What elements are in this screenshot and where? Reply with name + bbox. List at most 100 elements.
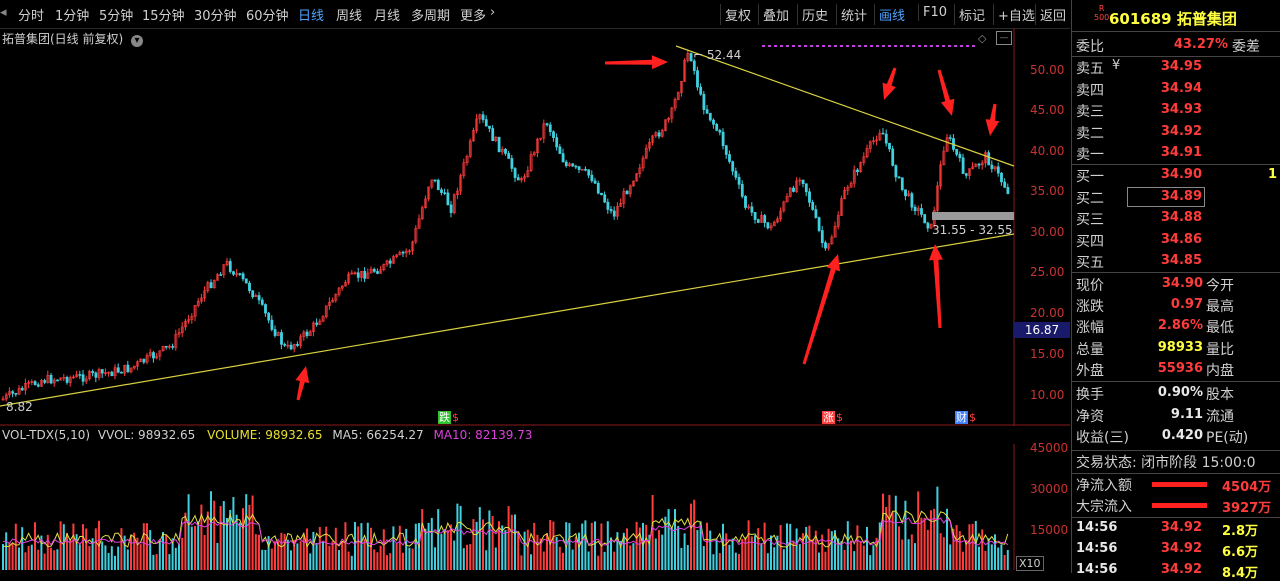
candle-body: [235, 273, 239, 275]
volume-bar: [18, 547, 20, 570]
volume-bar: [123, 535, 126, 570]
period-tab-6[interactable]: 日线: [298, 9, 325, 24]
signal-dash: [822, 45, 825, 47]
volume-bar: [136, 537, 139, 570]
candle-body: [859, 162, 863, 172]
candle-body: [884, 133, 888, 144]
annotation-arrow[interactable]: [928, 244, 943, 329]
ask-price[interactable]: 34.93: [1160, 102, 1202, 117]
toolbar-edge-icon: ◂: [0, 5, 7, 20]
volume-chart[interactable]: [0, 444, 1070, 570]
candle-body: [824, 242, 827, 249]
annotation-arrow[interactable]: [937, 69, 955, 116]
candle-body: [459, 175, 463, 192]
bid-price[interactable]: 34.85: [1160, 253, 1202, 268]
volume-bar: [802, 533, 804, 570]
bid-price[interactable]: 34.90: [1160, 167, 1202, 182]
candle-body: [75, 374, 79, 378]
candle-body: [942, 150, 946, 166]
tool-button-3[interactable]: 统计: [836, 4, 871, 25]
candle-body: [577, 166, 581, 170]
period-tab-9[interactable]: 多周期: [411, 9, 451, 24]
tool-button-4[interactable]: 画线: [874, 4, 909, 25]
volume-bar: [405, 528, 408, 570]
volume-bar: [270, 548, 273, 570]
annotation-arrow[interactable]: [604, 55, 668, 70]
period-tab-3[interactable]: 15分钟: [142, 9, 185, 24]
candle-body: [651, 135, 655, 143]
candle-body: [715, 124, 719, 131]
period-tab-8[interactable]: 月线: [374, 9, 401, 24]
chevron-right-icon[interactable]: ›: [490, 5, 496, 20]
volume-bar: [578, 532, 580, 570]
volume-bar: [891, 511, 894, 570]
ask-price[interactable]: 34.92: [1160, 123, 1202, 139]
window-toggle-icon[interactable]: —: [996, 31, 1012, 45]
period-tab-0[interactable]: 分时: [18, 9, 45, 24]
diamond-icon[interactable]: ◇: [978, 32, 987, 45]
resistance-trendline[interactable]: [675, 45, 1015, 167]
annotation-arrow[interactable]: [802, 254, 840, 365]
ask-price[interactable]: 34.94: [1160, 80, 1202, 96]
period-tab-4[interactable]: 30分钟: [194, 9, 237, 24]
bid-price[interactable]: 34.88: [1160, 210, 1202, 225]
ma10-line: [2, 517, 1009, 546]
period-tab-1[interactable]: 1分钟: [55, 9, 90, 24]
volume-bar: [277, 541, 280, 570]
event-marker[interactable]: 财 $: [955, 411, 976, 424]
range-label: 31.55 - 32.55: [932, 223, 1013, 237]
candle-body: [24, 383, 27, 391]
annotation-arrow[interactable]: [882, 67, 897, 100]
ask-price[interactable]: 34.95: [1160, 59, 1202, 74]
candlestick-chart[interactable]: [0, 28, 1070, 426]
period-tab-5[interactable]: 60分钟: [246, 9, 289, 24]
event-marker[interactable]: 涨 $: [822, 411, 843, 424]
support-trendline[interactable]: [0, 233, 1015, 407]
candle-body: [372, 269, 376, 272]
volume-bar: [347, 551, 350, 570]
candle-body: [475, 118, 479, 131]
candle-body: [795, 180, 799, 192]
volume-bar: [744, 537, 747, 570]
volume-bar: [834, 530, 836, 570]
volume-bar: [738, 553, 740, 570]
volume-bar: [504, 530, 507, 570]
event-marker[interactable]: 跌 $: [438, 411, 459, 424]
candle-body: [308, 331, 312, 336]
signal-dash: [918, 45, 921, 47]
price-axis-label: 15.00: [1030, 347, 1065, 361]
candle-body: [548, 124, 552, 132]
period-tab-10[interactable]: 更多: [460, 9, 487, 24]
volume-bar: [56, 549, 59, 570]
candle-body: [564, 161, 568, 167]
volume-indicator-name[interactable]: VOL-TDX(5,10): [2, 428, 91, 442]
bid-price[interactable]: 34.89: [1160, 188, 1202, 204]
bid-price[interactable]: 34.86: [1160, 231, 1202, 247]
period-tab-7[interactable]: 周线: [336, 9, 363, 24]
signal-dash: [864, 45, 867, 47]
volume-bar: [981, 529, 984, 570]
volume-bar: [1000, 544, 1003, 570]
tool-button-7[interactable]: +自选: [993, 4, 1039, 25]
volume-bar: [363, 539, 366, 570]
candle-body: [424, 198, 427, 208]
period-tab-2[interactable]: 5分钟: [99, 9, 134, 24]
annotation-arrow[interactable]: [985, 103, 1000, 136]
volume-bar: [670, 528, 673, 570]
tool-button-5[interactable]: F10: [918, 4, 951, 21]
tool-button-0[interactable]: 复权: [720, 4, 755, 25]
tool-button-8[interactable]: 返回: [1035, 4, 1070, 25]
chevron-down-icon[interactable]: ▾: [131, 35, 144, 47]
candle-body: [811, 202, 815, 210]
tool-button-1[interactable]: 叠加: [758, 4, 793, 25]
candle-body: [616, 206, 619, 217]
candle-body: [328, 301, 331, 307]
stock-code-name[interactable]: 601689 拓普集团: [1109, 10, 1237, 28]
volume-bar: [990, 544, 993, 570]
signal-dash: [948, 45, 951, 47]
tool-button-6[interactable]: 标记: [954, 4, 989, 25]
tool-button-2[interactable]: 历史: [797, 4, 832, 25]
ask-price[interactable]: 34.91: [1160, 145, 1202, 160]
annotation-arrow[interactable]: [295, 366, 310, 401]
volume-bar: [424, 528, 427, 570]
